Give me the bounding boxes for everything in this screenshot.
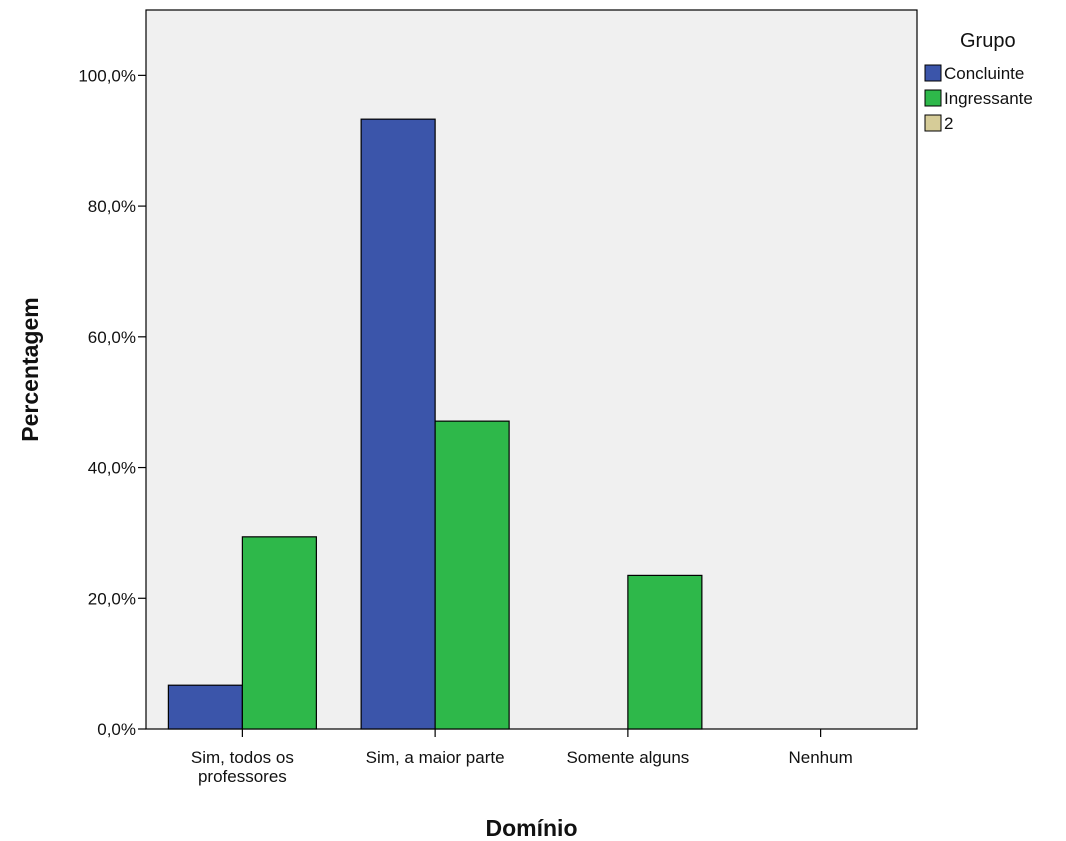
- y-tick-label: 20,0%: [88, 589, 136, 608]
- y-tick-label: 80,0%: [88, 197, 136, 216]
- legend-label: Ingressante: [944, 89, 1033, 108]
- y-tick-label: 60,0%: [88, 328, 136, 347]
- legend-label: 2: [944, 114, 953, 133]
- y-tick-label: 100,0%: [78, 66, 136, 85]
- legend: Grupo Concluinte Ingressante 2: [924, 30, 1033, 133]
- x-axis: Sim, todos os professores Sim, a maior par…: [191, 729, 853, 786]
- legend-label: Concluinte: [944, 64, 1024, 83]
- x-axis-title: Domínio: [486, 815, 578, 841]
- legend-swatch: [924, 114, 942, 132]
- bar-ingressante-1: [434, 420, 510, 730]
- y-axis-title: Percentagem: [17, 297, 43, 441]
- legend-swatch: [924, 89, 942, 107]
- x-tick-label: Somente alguns: [566, 748, 689, 767]
- bars-group: [167, 118, 703, 730]
- y-axis: 0,0% 20,0% 40,0% 60,0% 80,0% 100,0%: [78, 66, 146, 739]
- legend-title: Grupo: [960, 30, 1016, 52]
- bar-ingressante-2: [627, 574, 703, 730]
- x-tick-label: Sim, todos os professores: [191, 748, 294, 786]
- y-tick-label: 0,0%: [97, 720, 136, 739]
- legend-swatch: [924, 64, 942, 82]
- y-tick-label: 40,0%: [88, 459, 136, 478]
- bar-ingressante-0: [241, 536, 317, 730]
- x-tick-label: Nenhum: [788, 748, 852, 767]
- bar-concluinte-1: [360, 118, 436, 730]
- bar-concluinte-0: [167, 684, 243, 730]
- x-tick-label: Sim, a maior parte: [366, 748, 505, 767]
